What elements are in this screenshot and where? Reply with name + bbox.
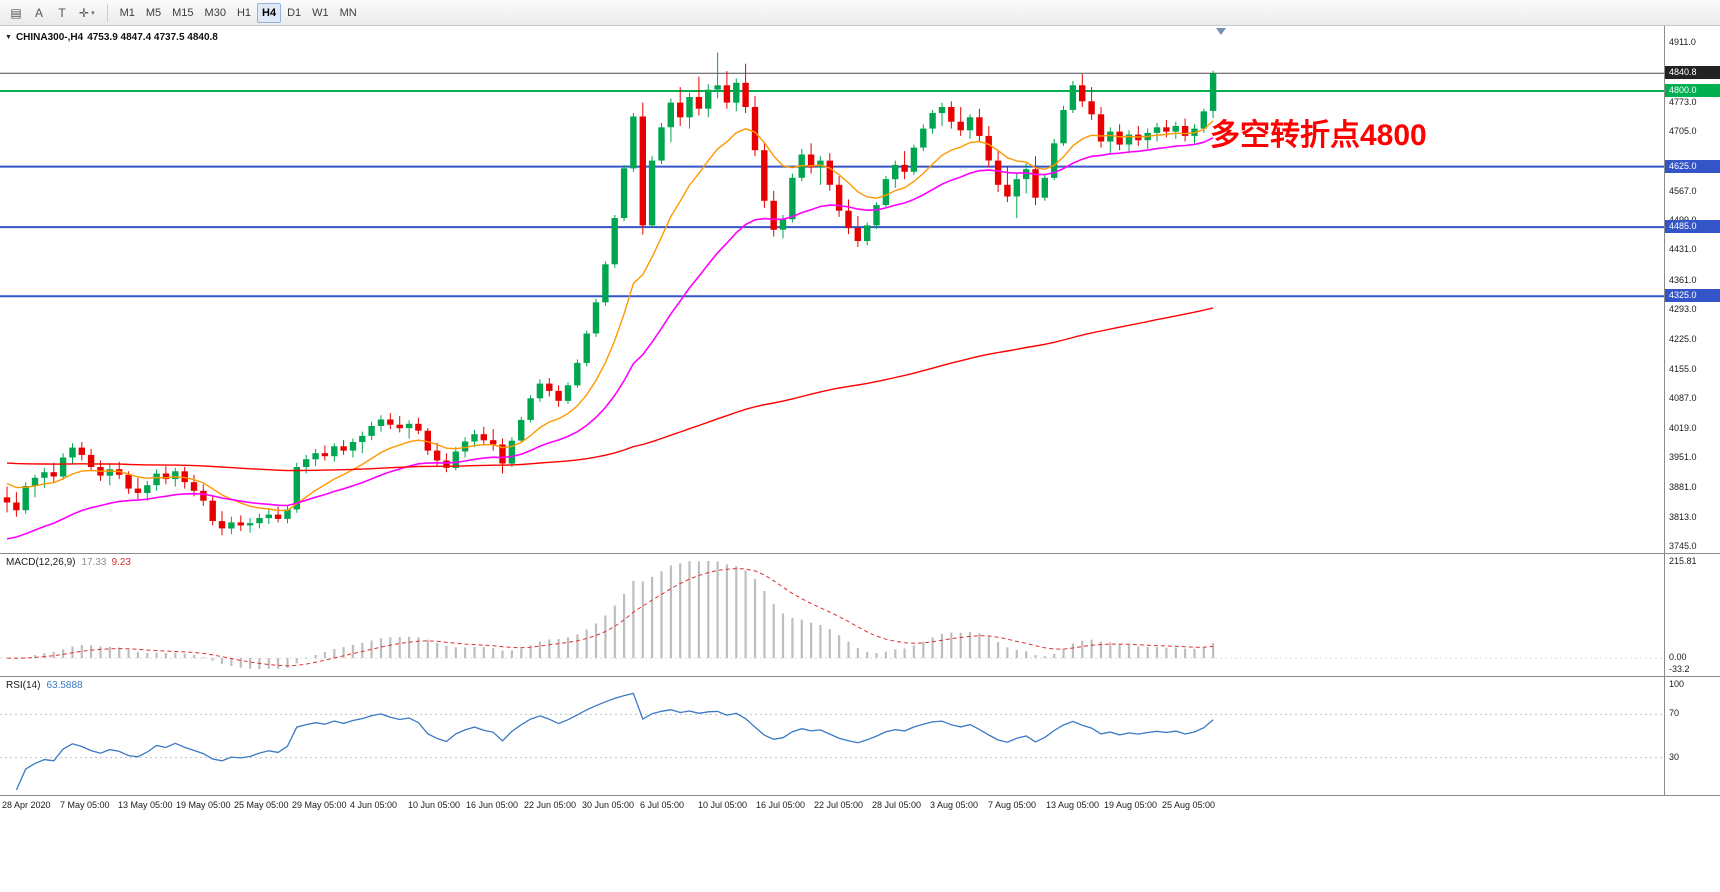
symbol-label: ▼ CHINA300-,H4 4753.9 4847.4 4737.5 4840…	[5, 32, 218, 43]
time-tick: 28 Jul 05:00	[872, 800, 922, 810]
time-tick: 19 Aug 05:00	[1104, 800, 1158, 810]
rsi-name: RSI(14)	[6, 680, 41, 691]
main-chart-svg[interactable]	[0, 26, 1664, 553]
price-level-badge: 4485.0	[1665, 220, 1720, 233]
time-tick: 16 Jul 05:00	[756, 800, 806, 810]
timeframe-mn-button[interactable]: MN	[339, 6, 357, 19]
time-tick: 29 May 05:00	[292, 800, 347, 810]
toolbar: ▤ A T ✛ ▾ M1 M5 M15 M30 H1 H4 D1 W1 MN	[0, 0, 1720, 26]
price-level-badge: 4800.0	[1665, 84, 1720, 97]
time-tick: 25 Aug 05:00	[1162, 800, 1216, 810]
price-tick: 3745.0	[1669, 541, 1697, 551]
price-tick: 4225.0	[1669, 334, 1697, 344]
rsi-axis: 100 70 30	[1665, 677, 1720, 795]
main-chart-canvas[interactable]: ▼ CHINA300-,H4 4753.9 4847.4 4737.5 4840…	[0, 26, 1664, 553]
price-tick: 3813.0	[1669, 512, 1697, 522]
candlestick-chart[interactable]	[0, 26, 1664, 553]
time-tick: 22 Jul 05:00	[814, 800, 864, 810]
timeframe-w1-button[interactable]: W1	[312, 6, 329, 19]
time-tick: 3 Aug 05:00	[930, 800, 979, 810]
price-tick: 4293.0	[1669, 304, 1697, 314]
time-tick: 19 May 05:00	[176, 800, 231, 810]
time-tick: 4 Jun 05:00	[350, 800, 398, 810]
dropdown-caret-icon: ▾	[91, 9, 95, 17]
time-tick: 22 Jun 05:00	[524, 800, 577, 810]
rsi-tick: 30	[1669, 751, 1680, 762]
price-tick: 3951.0	[1669, 452, 1697, 462]
macd-tick: 215.81	[1669, 556, 1697, 566]
price-level-badge: 4325.0	[1665, 289, 1720, 302]
rsi-panel[interactable]: RSI(14) 63.5888	[0, 677, 1664, 795]
timeframe-m1-button[interactable]: M1	[119, 6, 135, 19]
macd-svg[interactable]	[0, 554, 1664, 676]
price-tick: 4361.0	[1669, 275, 1697, 285]
macd-tick: -33.2	[1669, 664, 1690, 674]
price-axis[interactable]: 4911.04773.04705.04567.04499.04431.04361…	[1665, 26, 1720, 553]
price-tick: 4431.0	[1669, 244, 1697, 254]
rsi-chart[interactable]	[0, 677, 1664, 795]
rsi-value: 63.5888	[46, 680, 83, 691]
time-tick: 13 May 05:00	[118, 800, 173, 810]
time-tick: 10 Jul 05:00	[698, 800, 748, 810]
text-tool-button[interactable]: T	[58, 5, 66, 20]
rsi-label: RSI(14) 63.5888	[6, 680, 83, 691]
price-tick: 3881.0	[1669, 482, 1697, 492]
price-tick: 4705.0	[1669, 126, 1697, 136]
symbol-menu-icon[interactable]: ▼	[5, 34, 12, 41]
macd-label: MACD(12,26,9) 17.33 9.23	[6, 557, 131, 568]
time-tick: 16 Jun 05:00	[466, 800, 519, 810]
price-level-badge: 4625.0	[1665, 160, 1720, 173]
timeframe-d1-button[interactable]: D1	[287, 6, 302, 19]
timeframe-m15-button[interactable]: M15	[172, 6, 194, 19]
timeframe-h4-button[interactable]: H4	[257, 2, 282, 23]
time-tick: 10 Jun 05:00	[408, 800, 461, 810]
symbol-ohlc: 4753.9 4847.4 4737.5 4840.8	[87, 32, 218, 43]
current-price-badge: 4840.8	[1665, 66, 1720, 79]
time-axis[interactable]: 28 Apr 2020 7 May 05:00 13 May 05:00 19 May…	[0, 795, 1720, 815]
crosshair-tool-button[interactable]: ✛ ▾	[79, 5, 95, 20]
panel-splitter[interactable]	[0, 553, 1720, 554]
macd-value-main: 17.33	[81, 557, 107, 568]
rsi-tick: 70	[1669, 708, 1680, 719]
time-tick: 30 Jun 05:00	[582, 800, 635, 810]
time-tick: 7 Aug 05:00	[988, 800, 1037, 810]
price-tick: 4773.0	[1669, 97, 1697, 107]
price-tick: 4155.0	[1669, 364, 1697, 374]
symbol-name: CHINA300-,H4	[15, 32, 84, 43]
axis-divider	[1664, 26, 1665, 795]
chart-annotation-text: 多空转折点4800	[1210, 119, 1427, 152]
price-tick: 4911.0	[1669, 37, 1696, 47]
macd-name: MACD(12,26,9)	[6, 557, 76, 568]
chart-window-icon-button[interactable]: ▤	[10, 5, 22, 20]
macd-tick: 0.00	[1669, 652, 1687, 663]
time-tick: 28 Apr 2020	[2, 800, 51, 810]
time-tick: 25 May 05:00	[234, 800, 289, 810]
panel-splitter[interactable]	[0, 676, 1720, 677]
time-tick: 6 Jul 05:00	[640, 800, 685, 810]
rsi-tick: 100	[1669, 679, 1685, 689]
macd-value-signal: 9.23	[111, 557, 131, 568]
time-tick: 13 Aug 05:00	[1046, 800, 1100, 810]
price-tick: 4019.0	[1669, 423, 1697, 433]
macd-chart[interactable]	[0, 554, 1664, 676]
price-tick: 4567.0	[1669, 186, 1697, 196]
macd-panel[interactable]: MACD(12,26,9) 17.33 9.23	[0, 554, 1664, 676]
macd-axis: 215.81 0.00 -33.2	[1665, 554, 1720, 676]
timeframe-h1-button[interactable]: H1	[236, 6, 252, 19]
rsi-svg[interactable]	[0, 677, 1664, 795]
time-tick: 7 May 05:00	[60, 800, 110, 810]
timeframe-m5-button[interactable]: M5	[145, 6, 162, 19]
toolbar-separator	[106, 3, 108, 22]
chart-shift-marker-icon[interactable]	[1216, 28, 1226, 35]
arrow-tool-button[interactable]: A	[34, 5, 43, 20]
price-tick: 4087.0	[1669, 393, 1697, 403]
timeframe-m30-button[interactable]: M30	[204, 6, 226, 19]
